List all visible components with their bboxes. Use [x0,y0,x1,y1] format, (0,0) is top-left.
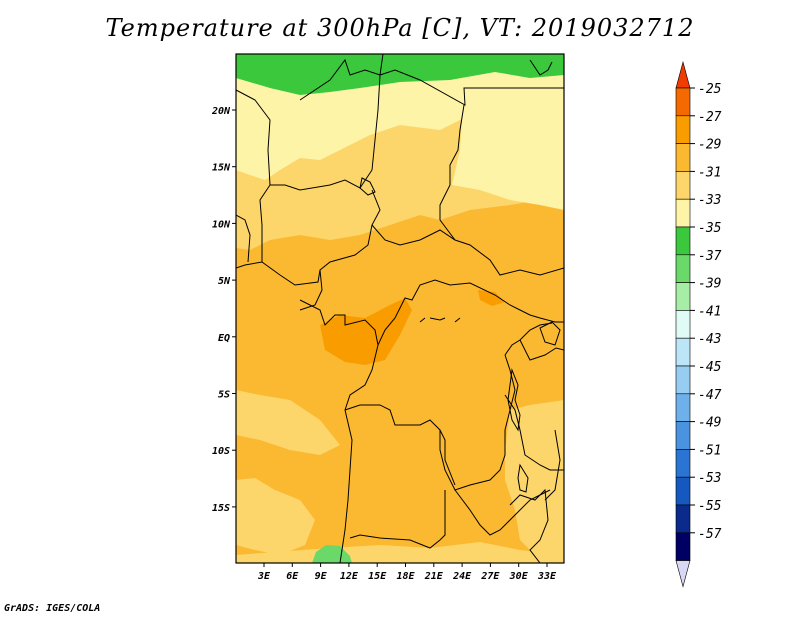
lat-tick-label: 10N [212,219,231,230]
colorbar-label: -41 [698,304,721,319]
colorbar-swatch [675,532,691,561]
lon-tick-label: 18E [396,571,415,582]
map-frame [235,53,565,564]
colorbar-swatch [675,171,691,200]
colorbar-swatch [675,476,691,506]
colorbar-label: -33 [698,193,721,208]
lon-tick-label: 24E [452,571,472,582]
colorbar-label: -49 [698,416,721,431]
lat-tick-label: 20N [211,106,231,117]
colorbar-label: -35 [698,221,722,236]
lat-tick-label: 5N [218,276,231,287]
colorbar: -25 -27 -29 -31 -33 -35 -37 -39 -41 -43 -45 -47 -49 -… [675,60,722,588]
colorbar-swatch [675,337,691,367]
lon-tick-label: 15E [368,571,387,582]
lat-tick-label: EQ [218,333,230,344]
colorbar-swatch [675,421,691,450]
colorbar-top-arrow [675,60,691,89]
colorbar-label: -45 [698,360,722,375]
lon-tick-label: 12E [340,571,359,582]
colorbar-swatch [675,365,691,395]
colorbar-label: -25 [698,82,722,97]
longitude-axis: 3E 6E 9E 12E 15E 18E 21E 24E 27E 30E 33E [257,563,557,582]
lon-tick-label: 27E [480,571,500,582]
lon-tick-label: 9E [315,571,328,582]
lat-tick-label: 15S [212,503,230,514]
colorbar-swatch [675,198,691,228]
field-minus37-top [236,54,564,95]
colorbar-label: -43 [698,332,721,347]
chart-title: Temperature at 300hPa [C], VT: 201903271… [105,14,695,42]
colorbar-label: -53 [698,471,721,486]
colorbar-label: -39 [698,277,721,292]
colorbar-label: -57 [698,527,722,542]
colorbar-swatch [675,87,691,117]
field-minus31-southwest [236,478,315,555]
credit-label: GrADS: IGES/COLA [4,603,101,614]
field-minus27-east [478,290,505,306]
lon-tick-label: 30E [509,571,529,582]
colorbar-swatch [675,282,691,311]
colorbar-label: -47 [698,388,722,403]
lat-tick-label: 10S [212,446,230,457]
field-minus27-gabon [320,298,412,365]
colorbar-label: -37 [698,249,722,264]
lat-tick-label: 15N [212,163,231,174]
country-borders [236,54,564,563]
colorbar-label: -29 [698,138,721,153]
colorbar-label: -55 [698,499,722,514]
colorbar-swatch [675,393,691,422]
field-minus31-west [236,390,340,455]
colorbar-swatch [675,254,691,283]
colorbar-bottom-arrow [675,560,691,588]
field-minus35-northeast [452,80,564,210]
colorbar-swatch [675,226,691,256]
lon-tick-label: 6E [286,571,299,582]
colorbar-swatch [675,449,691,478]
colorbar-swatch [675,143,691,172]
colorbar-label: -27 [698,110,722,125]
lat-tick-label: 5S [218,390,230,401]
colorbar-label: -31 [698,165,721,180]
colorbar-label: -51 [698,443,721,458]
latitude-axis: 20N 15N 10N 5N EQ 5S 10S 15S [211,106,236,514]
lon-tick-label: 33E [537,571,557,582]
colorbar-swatch [675,115,691,144]
field-minus31-southeast [505,400,564,563]
lon-tick-label: 3E [257,571,271,582]
colorbar-swatch [675,310,691,339]
lon-tick-label: 21E [424,571,444,582]
colorbar-swatch [675,504,691,534]
